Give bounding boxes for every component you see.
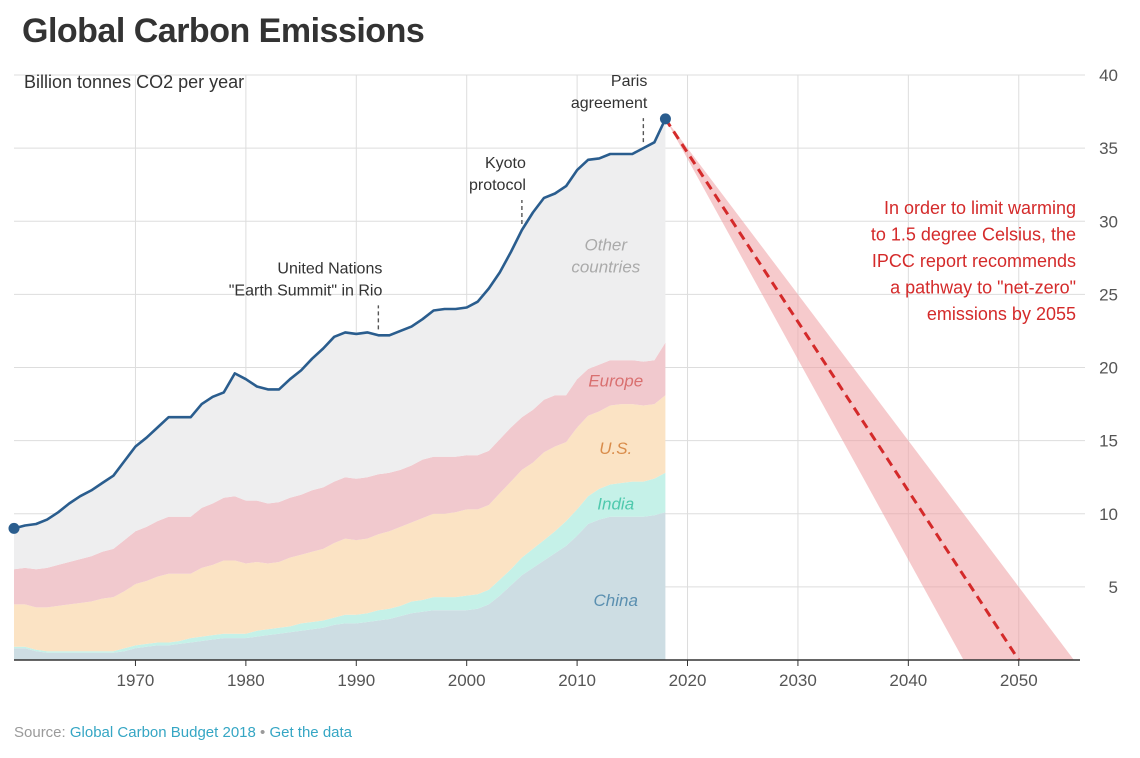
series-labels: China India U.S. Europe Other countries [571,236,643,610]
y-tick-label: 15 [1099,432,1118,451]
chart-subtitle: Billion tonnes CO2 per year [24,72,244,92]
annotation-text: protocol [469,177,526,194]
source-footer: Source: Global Carbon Budget 2018 • Get … [14,724,352,741]
y-tick-label: 5 [1109,578,1118,597]
area-u-s [14,395,666,652]
ipcc-note-line: a pathway to "net-zero" [890,278,1076,298]
annotation-text: Paris [611,73,647,90]
x-tick-label: 2040 [889,671,927,690]
series-label-word: U.S. [599,439,632,458]
total-emissions-line [8,113,671,534]
x-tick-label: 1970 [117,671,155,690]
ipcc-note-line: to 1.5 degree Celsius, the [871,225,1076,245]
area-china [14,512,666,660]
area-india [14,472,666,653]
footer-separator: • [255,724,270,741]
ipcc-note-line: IPCC report recommends [872,251,1076,271]
x-tick-label: 1990 [337,671,375,690]
annotation-kyoto: Kyoto protocol [469,155,526,225]
source-link[interactable]: Global Carbon Budget 2018 [69,724,256,741]
series-label-word: Europe [588,372,643,391]
annotation-text: "Earth Summit" in Rio [229,282,383,299]
y-tick-label: 40 [1099,66,1118,85]
series-label-word: India [597,494,634,513]
x-tick-label: 2050 [1000,671,1038,690]
annotation-text: United Nations [277,260,382,277]
source-prefix: Source: [14,724,70,741]
x-tick-label: 2030 [779,671,817,690]
total-line [13,118,667,530]
annotation-united-nations: United Nations "Earth Summit" in Rio [229,260,383,330]
area-europe [14,342,666,608]
series-label-u-s: U.S. [599,439,632,458]
ipcc-note-line: emissions by 2055 [927,304,1076,324]
projection-line [664,118,1021,661]
series-label-china: China [594,591,638,610]
annotation-text: agreement [571,95,648,112]
y-tick-label: 10 [1099,505,1118,524]
series-label-word: countries [571,258,640,277]
end-point [659,113,671,125]
start-point [8,522,20,534]
get-data-link[interactable]: Get the data [269,724,353,741]
ipcc-note-line: In order to limit warming [884,198,1076,218]
series-label-india: India [597,494,634,513]
y-tick-label: 30 [1099,212,1118,231]
x-tick-label: 2000 [448,671,486,690]
net-zero-projection [664,118,1074,661]
series-label-europe: Europe [588,372,643,391]
x-tick-label: 1980 [227,671,265,690]
series-label-word: China [594,591,638,610]
projection-band [665,118,1074,660]
y-tick-label: 35 [1099,139,1118,158]
axes: Billion tonnes CO2 per year 1970 1980 1990 2… [14,66,1118,690]
y-tick-label: 25 [1099,285,1118,304]
ipcc-note: In order to limit warming to 1.5 degree C… [871,198,1076,324]
y-tick-label: 20 [1099,359,1118,378]
stacked-areas [14,118,666,660]
annotations: United Nations "Earth Summit" in Rio Kyoto… [229,73,1076,330]
area-other-countries [14,118,666,570]
series-label-other-countries: Other countries [571,236,640,277]
series-label-word: Other [585,236,629,255]
x-tick-label: 2010 [558,671,596,690]
chart-title: Global Carbon Emissions [22,12,425,50]
x-tick-label: 2020 [669,671,707,690]
annotation-text: Kyoto [485,155,526,172]
annotation-paris: Paris agreement [571,73,648,143]
